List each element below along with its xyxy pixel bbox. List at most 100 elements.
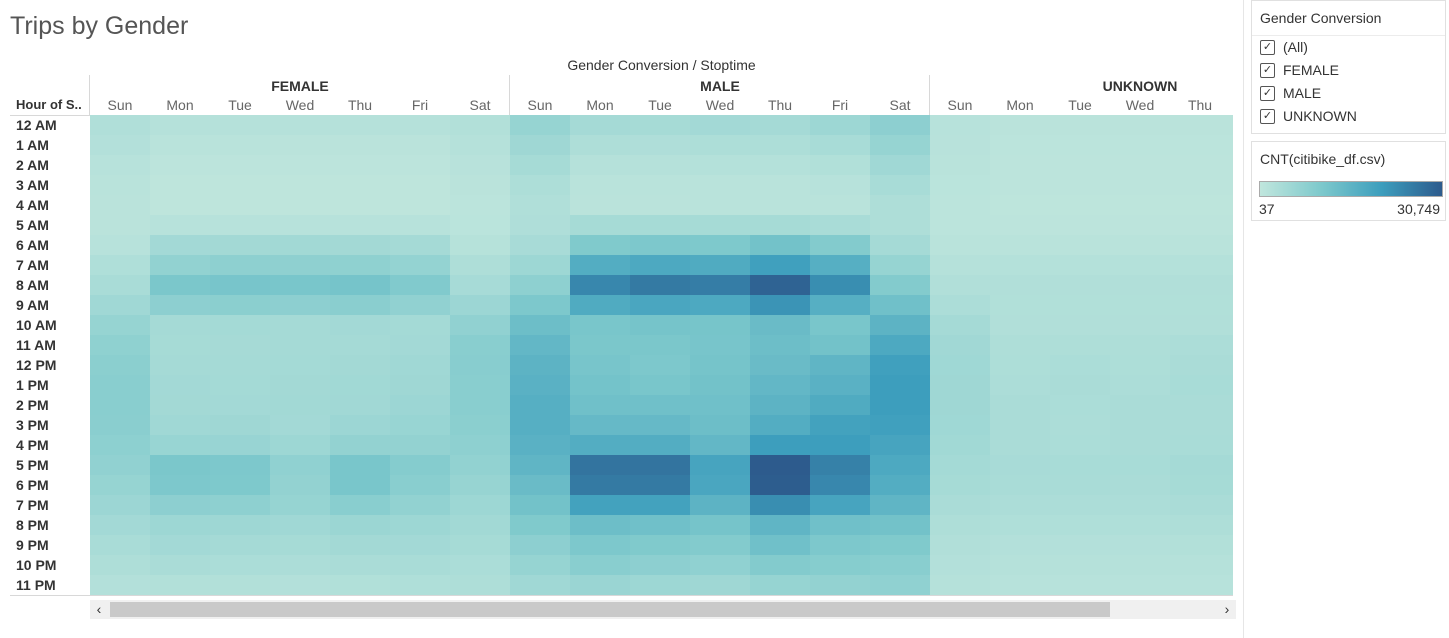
heatmap-cell-female-tue-15[interactable] xyxy=(210,415,270,435)
heatmap-cell-unknown-thu-13[interactable] xyxy=(1170,375,1230,395)
scroll-thumb[interactable] xyxy=(110,602,1110,617)
heatmap-cell-male-sun-10[interactable] xyxy=(510,315,570,335)
heatmap-cell-male-wed-20[interactable] xyxy=(690,515,750,535)
heatmap-cell-male-sun-5[interactable] xyxy=(510,215,570,235)
heatmap-cell-unknown-mon-8[interactable] xyxy=(990,275,1050,295)
heatmap-cell-male-tue-11[interactable] xyxy=(630,335,690,355)
heatmap-cell-female-tue-14[interactable] xyxy=(210,395,270,415)
heatmap-cell-female-wed-20[interactable] xyxy=(270,515,330,535)
heatmap-cell-unknown-fri-4[interactable] xyxy=(1230,195,1233,215)
heatmap-cell-unknown-sun-12[interactable] xyxy=(930,355,990,375)
heatmap-cell-female-sat-16[interactable] xyxy=(450,435,510,455)
heatmap-cell-male-sat-11[interactable] xyxy=(870,335,930,355)
heatmap-cell-male-wed-23[interactable] xyxy=(690,575,750,595)
heatmap-cell-female-sun-1[interactable] xyxy=(90,135,150,155)
heatmap-cell-male-tue-22[interactable] xyxy=(630,555,690,575)
heatmap-cell-female-fri-21[interactable] xyxy=(390,535,450,555)
heatmap-cell-unknown-sun-20[interactable] xyxy=(930,515,990,535)
heatmap-cell-female-thu-19[interactable] xyxy=(330,495,390,515)
heatmap-cell-female-thu-11[interactable] xyxy=(330,335,390,355)
heatmap-cell-male-thu-18[interactable] xyxy=(750,475,810,495)
heatmap-cell-male-sun-21[interactable] xyxy=(510,535,570,555)
heatmap-cell-male-sat-13[interactable] xyxy=(870,375,930,395)
heatmap-cell-unknown-sun-10[interactable] xyxy=(930,315,990,335)
heatmap-cell-male-wed-16[interactable] xyxy=(690,435,750,455)
heatmap-cell-male-thu-11[interactable] xyxy=(750,335,810,355)
heatmap-cell-unknown-wed-0[interactable] xyxy=(1110,115,1170,135)
heatmap-cell-unknown-fri-10[interactable] xyxy=(1230,315,1233,335)
heatmap-cell-unknown-thu-0[interactable] xyxy=(1170,115,1230,135)
heatmap-cell-male-thu-12[interactable] xyxy=(750,355,810,375)
heatmap-cell-unknown-tue-6[interactable] xyxy=(1050,235,1110,255)
heatmap-cell-male-wed-17[interactable] xyxy=(690,455,750,475)
heatmap-cell-male-wed-0[interactable] xyxy=(690,115,750,135)
heatmap-cell-male-mon-17[interactable] xyxy=(570,455,630,475)
scroll-left-icon[interactable]: ‹ xyxy=(96,601,102,617)
heatmap-cell-female-thu-20[interactable] xyxy=(330,515,390,535)
heatmap-cell-unknown-fri-8[interactable] xyxy=(1230,275,1233,295)
heatmap-cell-male-mon-8[interactable] xyxy=(570,275,630,295)
heatmap-cell-male-fri-11[interactable] xyxy=(810,335,870,355)
heatmap-cell-unknown-thu-7[interactable] xyxy=(1170,255,1230,275)
heatmap-cell-unknown-thu-11[interactable] xyxy=(1170,335,1230,355)
heatmap-cell-unknown-sun-18[interactable] xyxy=(930,475,990,495)
heatmap-cell-female-sun-19[interactable] xyxy=(90,495,150,515)
heatmap-cell-unknown-wed-1[interactable] xyxy=(1110,135,1170,155)
heatmap-cell-male-mon-6[interactable] xyxy=(570,235,630,255)
heatmap-cell-unknown-sun-15[interactable] xyxy=(930,415,990,435)
heatmap-cell-female-sun-21[interactable] xyxy=(90,535,150,555)
heatmap-cell-female-mon-1[interactable] xyxy=(150,135,210,155)
heatmap-cell-male-sun-22[interactable] xyxy=(510,555,570,575)
heatmap-cell-female-tue-7[interactable] xyxy=(210,255,270,275)
heatmap-cell-male-wed-22[interactable] xyxy=(690,555,750,575)
heatmap-cell-male-wed-14[interactable] xyxy=(690,395,750,415)
heatmap-cell-unknown-sun-1[interactable] xyxy=(930,135,990,155)
heatmap-cell-unknown-sun-16[interactable] xyxy=(930,435,990,455)
heatmap-cell-female-sat-23[interactable] xyxy=(450,575,510,595)
heatmap-cell-female-sat-5[interactable] xyxy=(450,215,510,235)
heatmap-cell-female-mon-18[interactable] xyxy=(150,475,210,495)
heatmap-cell-female-mon-6[interactable] xyxy=(150,235,210,255)
heatmap-cell-male-thu-15[interactable] xyxy=(750,415,810,435)
heatmap-cell-male-fri-0[interactable] xyxy=(810,115,870,135)
heatmap-cell-female-fri-15[interactable] xyxy=(390,415,450,435)
heatmap-cell-female-sun-17[interactable] xyxy=(90,455,150,475)
heatmap-cell-female-thu-9[interactable] xyxy=(330,295,390,315)
heatmap-cell-male-sat-1[interactable] xyxy=(870,135,930,155)
heatmap-cell-female-tue-5[interactable] xyxy=(210,215,270,235)
heatmap-cell-male-sat-17[interactable] xyxy=(870,455,930,475)
heatmap-cell-female-sat-20[interactable] xyxy=(450,515,510,535)
heatmap-cell-male-wed-4[interactable] xyxy=(690,195,750,215)
heatmap-cell-female-thu-3[interactable] xyxy=(330,175,390,195)
heatmap-cell-male-sun-11[interactable] xyxy=(510,335,570,355)
heatmap-cell-unknown-sun-2[interactable] xyxy=(930,155,990,175)
heatmap-cell-unknown-sun-22[interactable] xyxy=(930,555,990,575)
heatmap-cell-female-fri-18[interactable] xyxy=(390,475,450,495)
heatmap-cell-unknown-wed-20[interactable] xyxy=(1110,515,1170,535)
heatmap-cell-male-wed-21[interactable] xyxy=(690,535,750,555)
heatmap-cell-female-mon-3[interactable] xyxy=(150,175,210,195)
heatmap-cell-unknown-wed-19[interactable] xyxy=(1110,495,1170,515)
heatmap-cell-male-thu-3[interactable] xyxy=(750,175,810,195)
heatmap-cell-unknown-fri-13[interactable] xyxy=(1230,375,1233,395)
heatmap-cell-unknown-wed-7[interactable] xyxy=(1110,255,1170,275)
heatmap-cell-unknown-sun-5[interactable] xyxy=(930,215,990,235)
heatmap-cell-male-tue-18[interactable] xyxy=(630,475,690,495)
heatmap-cell-male-sat-10[interactable] xyxy=(870,315,930,335)
heatmap-cell-unknown-mon-11[interactable] xyxy=(990,335,1050,355)
heatmap-cell-male-tue-7[interactable] xyxy=(630,255,690,275)
heatmap-cell-male-sun-3[interactable] xyxy=(510,175,570,195)
heatmap-cell-male-mon-18[interactable] xyxy=(570,475,630,495)
heatmap-cell-female-sat-22[interactable] xyxy=(450,555,510,575)
heatmap-cell-female-sat-18[interactable] xyxy=(450,475,510,495)
heatmap-cell-male-fri-21[interactable] xyxy=(810,535,870,555)
heatmap-cell-male-mon-9[interactable] xyxy=(570,295,630,315)
heatmap-cell-unknown-thu-18[interactable] xyxy=(1170,475,1230,495)
heatmap-cell-unknown-mon-16[interactable] xyxy=(990,435,1050,455)
heatmap-cell-unknown-thu-17[interactable] xyxy=(1170,455,1230,475)
heatmap-cell-unknown-thu-5[interactable] xyxy=(1170,215,1230,235)
heatmap-cell-unknown-fri-7[interactable] xyxy=(1230,255,1233,275)
heatmap-cell-unknown-mon-3[interactable] xyxy=(990,175,1050,195)
heatmap-cell-male-wed-11[interactable] xyxy=(690,335,750,355)
heatmap-cell-female-tue-9[interactable] xyxy=(210,295,270,315)
